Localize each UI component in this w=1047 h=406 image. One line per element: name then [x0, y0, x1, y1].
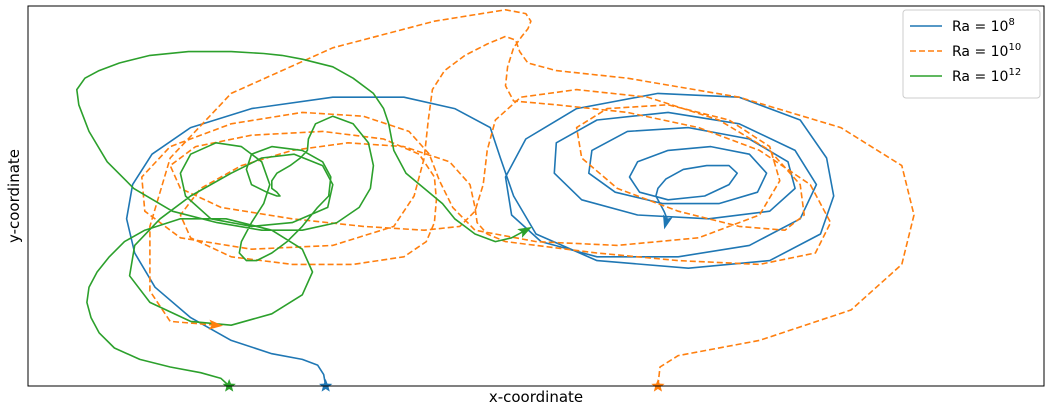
series-2-line: [76, 50, 527, 387]
series-1-start-marker: [651, 379, 665, 392]
series-2-start-marker: [222, 379, 236, 392]
series-1-legend-label-exponent: 10: [1008, 42, 1021, 53]
series-0-legend-label-base: Ra = 10: [952, 19, 1008, 35]
series-2-end-marker: [517, 226, 532, 238]
plot-background: [28, 6, 1044, 386]
x-axis-label: x-coordinate: [489, 388, 583, 406]
marker-layer: [208, 214, 673, 392]
series-1-line: [141, 9, 915, 387]
y-axis-label: y-coordinate: [5, 149, 23, 243]
series-0-start-marker: [319, 379, 333, 392]
series-2-legend-label: Ra = 1012: [952, 67, 1021, 85]
series-0-legend-label: Ra = 108: [952, 17, 1015, 35]
series-2-legend-label-exponent: 12: [1008, 67, 1021, 78]
series-2-legend-label-base: Ra = 10: [952, 69, 1008, 85]
series-layer: [76, 9, 915, 387]
series-0-line: [125, 92, 835, 387]
series-1-end-marker: [208, 319, 223, 330]
series-1-legend-label-base: Ra = 10: [952, 44, 1008, 60]
plot-frame: [27, 5, 1045, 387]
series-1-legend-label: Ra = 1010: [952, 42, 1021, 60]
series-0-end-marker: [662, 214, 673, 230]
series-0-legend-label-exponent: 8: [1008, 17, 1014, 28]
